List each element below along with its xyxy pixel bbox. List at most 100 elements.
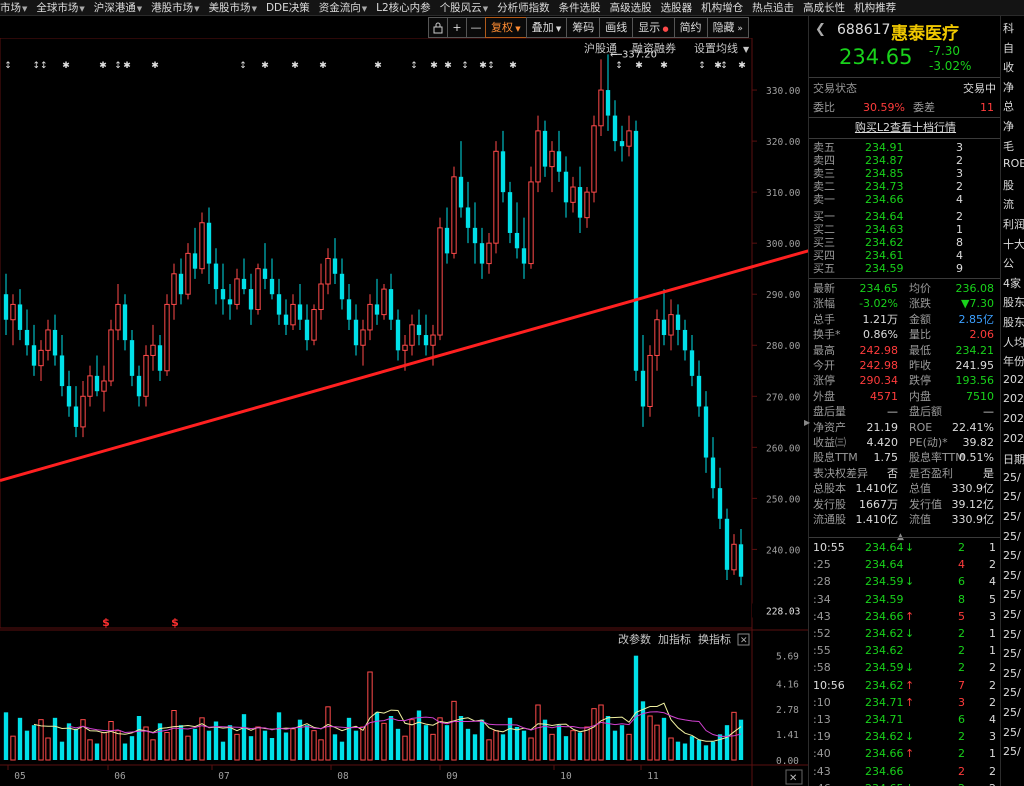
- candle-body[interactable]: [535, 130, 541, 183]
- candle-body[interactable]: [654, 319, 660, 356]
- candle-body[interactable]: [738, 544, 744, 577]
- candle-body[interactable]: [563, 171, 569, 203]
- event-marker-icon[interactable]: ↕: [114, 61, 122, 71]
- candle-body[interactable]: [304, 319, 310, 341]
- candle-body[interactable]: [52, 329, 58, 356]
- candle-body[interactable]: [143, 354, 149, 397]
- back-arrow-icon[interactable]: ❮: [815, 22, 826, 37]
- candle-body[interactable]: [556, 151, 562, 172]
- menu-item-7[interactable]: L2核心内参: [376, 1, 431, 15]
- candle-body[interactable]: [689, 350, 695, 376]
- candle-body[interactable]: [220, 289, 226, 300]
- candle-body[interactable]: [668, 314, 674, 336]
- candle-body[interactable]: [311, 309, 317, 341]
- event-marker-icon[interactable]: ↕: [239, 61, 247, 71]
- candle-body[interactable]: [724, 518, 730, 570]
- dividend-marker-icon[interactable]: $: [102, 616, 110, 629]
- event-marker-icon[interactable]: ✱: [430, 61, 438, 71]
- change-params-link[interactable]: 改参数: [618, 632, 651, 646]
- event-marker-icon[interactable]: ✱: [738, 61, 746, 71]
- candle-body[interactable]: [24, 329, 30, 346]
- candle-body[interactable]: [409, 324, 415, 346]
- zoom-out-button[interactable]: —: [466, 17, 486, 38]
- candle-body[interactable]: [647, 354, 653, 407]
- buy-l2-link[interactable]: 购买L2查看十档行情: [854, 121, 957, 134]
- candle-body[interactable]: [31, 345, 37, 366]
- candle-body[interactable]: [164, 303, 170, 372]
- candle-body[interactable]: [374, 304, 380, 315]
- event-marker-icon[interactable]: ✱: [479, 61, 487, 71]
- candle-body[interactable]: [451, 176, 457, 254]
- menu-item-14[interactable]: 热点追击: [752, 1, 794, 15]
- candle-body[interactable]: [430, 334, 436, 346]
- candle-body[interactable]: [80, 395, 86, 428]
- candle-body[interactable]: [528, 181, 534, 265]
- candle-body[interactable]: [213, 263, 219, 290]
- candle-body[interactable]: [549, 150, 555, 168]
- candle-body[interactable]: [185, 252, 191, 295]
- candle-body[interactable]: [206, 222, 212, 264]
- kline-chart[interactable]: 沪股通 融资融券 设置均线 ▼ 改参数 加指标 换指标 ✕ 330.00 320.00 310.00…: [0, 38, 808, 786]
- zoom-in-button[interactable]: +: [447, 17, 467, 38]
- menu-item-13[interactable]: 机构增仓: [701, 1, 743, 15]
- candle-body[interactable]: [395, 319, 401, 351]
- event-marker-icon[interactable]: ↕↕: [32, 61, 47, 71]
- candle-body[interactable]: [479, 243, 485, 264]
- chevron-down-icon[interactable]: ▼: [743, 45, 750, 54]
- menu-item-3[interactable]: 港股市场▼: [151, 1, 199, 15]
- candle-body[interactable]: [514, 232, 520, 249]
- event-marker-icon[interactable]: ↕: [720, 61, 728, 71]
- candle-body[interactable]: [101, 380, 107, 392]
- candle-body[interactable]: [472, 227, 478, 244]
- event-marker-icon[interactable]: ✱: [62, 61, 70, 71]
- candle-body[interactable]: [437, 227, 443, 336]
- candle-body[interactable]: [353, 319, 359, 346]
- candle-body[interactable]: [136, 375, 142, 397]
- menu-item-6[interactable]: 资金流向▼: [319, 1, 367, 15]
- candle-body[interactable]: [290, 303, 296, 326]
- fuquan-button[interactable]: 复权 ▼: [485, 17, 527, 38]
- event-marker-icon[interactable]: ✱: [123, 61, 131, 71]
- trendline[interactable]: [0, 220, 808, 482]
- hide-button[interactable]: 隐藏 »: [706, 17, 749, 38]
- menu-item-12[interactable]: 选股器: [661, 1, 693, 15]
- event-marker-icon[interactable]: ✱: [319, 61, 327, 71]
- candle-body[interactable]: [318, 283, 324, 311]
- candle-body[interactable]: [661, 319, 667, 336]
- event-marker-icon[interactable]: ↕: [615, 61, 623, 71]
- candle-body[interactable]: [577, 187, 583, 218]
- menu-item-11[interactable]: 高级选股: [610, 1, 652, 15]
- candle-body[interactable]: [675, 314, 681, 330]
- simple-button[interactable]: 简约: [673, 17, 708, 38]
- menu-item-1[interactable]: 全球市场▼: [36, 1, 84, 15]
- candle-body[interactable]: [507, 192, 513, 233]
- candle-body[interactable]: [605, 90, 611, 116]
- candle-body[interactable]: [10, 303, 16, 321]
- candle-body[interactable]: [87, 375, 93, 397]
- candle-body[interactable]: [332, 258, 338, 274]
- candle-body[interactable]: [598, 89, 604, 127]
- event-marker-icon[interactable]: ✱: [151, 61, 159, 71]
- candle-body[interactable]: [388, 289, 394, 320]
- candle-body[interactable]: [178, 273, 184, 295]
- candle-body[interactable]: [45, 329, 51, 351]
- candle-body[interactable]: [444, 227, 450, 254]
- candle-body[interactable]: [360, 329, 366, 346]
- candle-body[interactable]: [416, 324, 422, 336]
- candle-body[interactable]: [3, 294, 9, 320]
- candle-body[interactable]: [381, 288, 387, 316]
- dividend-marker-icon[interactable]: $: [171, 616, 179, 629]
- event-marker-icon[interactable]: ↕: [410, 61, 418, 71]
- candle-body[interactable]: [619, 141, 625, 147]
- margin-trading-link[interactable]: 融资融券: [632, 41, 676, 55]
- menu-item-4[interactable]: 美股市场▼: [209, 1, 257, 15]
- candle-body[interactable]: [486, 242, 492, 265]
- candle-body[interactable]: [710, 457, 716, 489]
- candle-body[interactable]: [297, 304, 303, 320]
- event-marker-icon[interactable]: ↕: [698, 61, 706, 71]
- ma-settings-link[interactable]: 设置均线: [694, 41, 738, 55]
- candle-body[interactable]: [157, 345, 163, 371]
- candle-body[interactable]: [682, 329, 688, 351]
- event-marker-icon[interactable]: ✱: [714, 61, 722, 71]
- candle-body[interactable]: [584, 191, 590, 219]
